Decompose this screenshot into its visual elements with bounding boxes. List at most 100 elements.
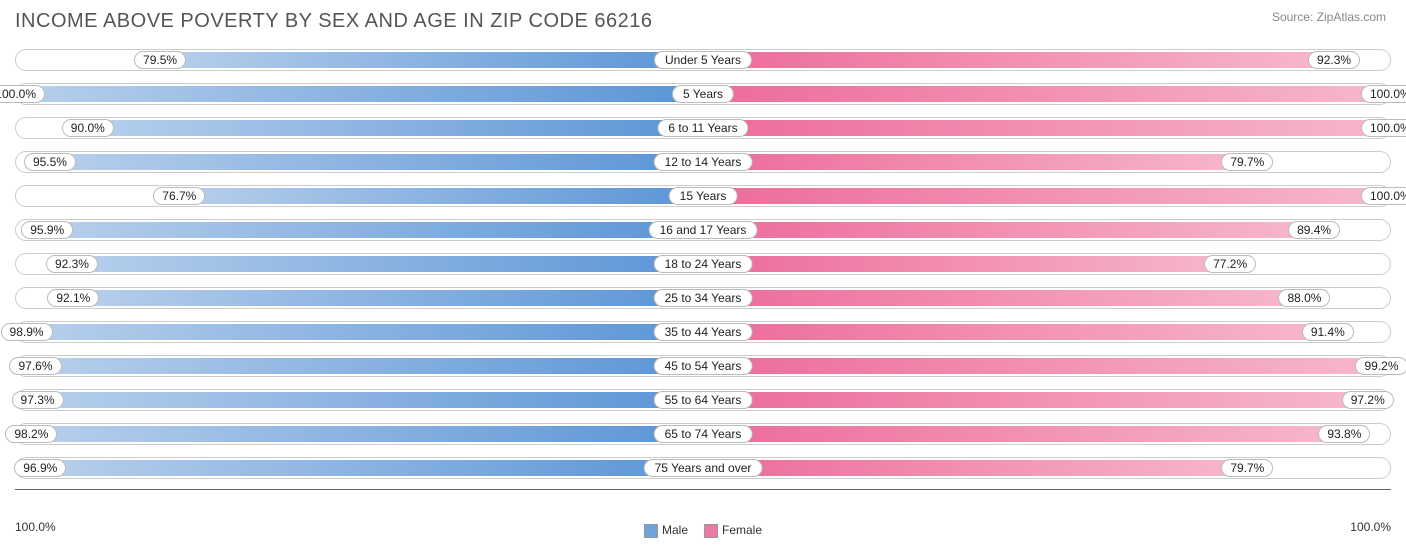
male-half: 96.9% xyxy=(15,453,703,483)
category-label: 6 to 11 Years xyxy=(657,119,748,137)
category-label: 5 Years xyxy=(672,85,734,103)
female-bar xyxy=(703,256,1234,272)
female-value-label: 91.4% xyxy=(1302,323,1354,341)
male-bar xyxy=(68,256,703,272)
male-swatch-icon xyxy=(644,524,658,538)
female-half: 77.2% xyxy=(703,249,1391,279)
chart-title: INCOME ABOVE POVERTY BY SEX AND AGE IN Z… xyxy=(15,10,1391,33)
male-half: 76.7% xyxy=(15,181,703,211)
chart-body: 79.5%92.3%Under 5 Years100.0%100.0%5 Yea… xyxy=(15,45,1391,490)
male-value-label: 90.0% xyxy=(62,119,114,137)
category-label: 35 to 44 Years xyxy=(654,323,753,341)
male-value-label: 79.5% xyxy=(134,51,186,69)
female-half: 100.0% xyxy=(703,79,1391,109)
female-bar xyxy=(703,154,1251,170)
table-row: 97.3% 97.2% 55 to 64 Years xyxy=(15,385,1391,415)
female-half: 89.4% xyxy=(703,215,1391,245)
female-half: 99.2% xyxy=(703,351,1391,381)
male-half: 98.2% xyxy=(15,419,703,449)
table-row: 96.9% 79.7% 75 Years and over xyxy=(15,453,1391,483)
female-value-label: 79.7% xyxy=(1221,459,1273,477)
legend-female: Female xyxy=(704,523,762,538)
female-half: 79.7% xyxy=(703,453,1391,483)
female-half: 79.7% xyxy=(703,147,1391,177)
category-label: 16 and 17 Years xyxy=(649,221,758,239)
female-bar xyxy=(703,358,1385,374)
female-value-label: 77.2% xyxy=(1204,255,1256,273)
table-row: 97.6%99.2%45 to 54 Years xyxy=(15,351,1391,381)
axis-left-label: 100.0% xyxy=(15,520,56,534)
male-half: 95.5% xyxy=(15,147,703,177)
male-value-label: 92.3% xyxy=(46,255,98,273)
male-bar xyxy=(36,460,703,476)
female-half: 92.3% xyxy=(703,45,1391,75)
category-label: 65 to 74 Years xyxy=(654,425,753,443)
female-bar xyxy=(703,460,1251,476)
female-half: 100.0% xyxy=(703,181,1391,211)
table-row: 98.9% 91.4% 35 to 44 Years xyxy=(15,317,1391,347)
table-row: 92.1%88.0%25 to 34 Years xyxy=(15,283,1391,313)
table-row: 79.5% 92.3% Under 5 Years xyxy=(15,45,1391,75)
male-half: 95.9% xyxy=(15,215,703,245)
female-bar xyxy=(703,426,1348,442)
female-bar xyxy=(703,120,1391,136)
male-bar xyxy=(69,290,703,306)
male-value-label: 95.9% xyxy=(21,221,73,239)
female-value-label: 100.0% xyxy=(1361,187,1406,205)
male-value-label: 100.0% xyxy=(0,85,45,103)
chart-container: 79.5%92.3%Under 5 Years100.0%100.0%5 Yea… xyxy=(15,45,1391,516)
female-value-label: 93.8% xyxy=(1318,425,1370,443)
female-value-label: 100.0% xyxy=(1361,119,1406,137)
category-label: 75 Years and over xyxy=(644,459,763,477)
female-half: 91.4% xyxy=(703,317,1391,347)
male-value-label: 96.9% xyxy=(14,459,66,477)
female-bar xyxy=(703,324,1332,340)
male-half: 79.5% xyxy=(15,45,703,75)
category-label: Under 5 Years xyxy=(654,51,752,69)
female-bar xyxy=(703,290,1308,306)
axis-right-label: 100.0% xyxy=(1350,520,1391,534)
male-bar xyxy=(15,86,703,102)
female-half: 88.0% xyxy=(703,283,1391,313)
category-label: 45 to 54 Years xyxy=(654,357,753,375)
male-bar xyxy=(43,222,703,238)
male-half: 100.0% xyxy=(15,79,703,109)
male-value-label: 76.7% xyxy=(153,187,205,205)
category-label: 12 to 14 Years xyxy=(654,153,753,171)
female-bar xyxy=(703,222,1318,238)
male-half: 97.3% xyxy=(15,385,703,415)
female-value-label: 92.3% xyxy=(1308,51,1360,69)
male-bar xyxy=(32,358,703,374)
male-bar xyxy=(23,324,703,340)
legend-female-label: Female xyxy=(722,523,762,537)
female-bar xyxy=(703,392,1372,408)
category-label: 18 to 24 Years xyxy=(654,255,753,273)
female-bar xyxy=(703,52,1338,68)
female-half: 100.0% xyxy=(703,113,1391,143)
female-swatch-icon xyxy=(704,524,718,538)
female-value-label: 99.2% xyxy=(1355,357,1406,375)
table-row: 90.0% 100.0%6 to 11 Years xyxy=(15,113,1391,143)
male-bar xyxy=(156,52,703,68)
male-bar xyxy=(46,154,703,170)
legend: Male Female xyxy=(644,523,762,538)
male-half: 90.0% xyxy=(15,113,703,143)
male-value-label: 97.3% xyxy=(12,391,64,409)
male-value-label: 98.9% xyxy=(1,323,53,341)
source-attribution: Source: ZipAtlas.com xyxy=(1272,10,1386,24)
category-label: 55 to 64 Years xyxy=(654,391,753,409)
male-bar xyxy=(175,188,703,204)
table-row: 100.0%100.0%5 Years xyxy=(15,79,1391,109)
table-row: 95.9% 89.4%16 and 17 Years xyxy=(15,215,1391,245)
female-bar xyxy=(703,86,1391,102)
male-half: 92.3% xyxy=(15,249,703,279)
male-bar xyxy=(27,426,703,442)
category-label: 15 Years xyxy=(669,187,738,205)
female-value-label: 97.2% xyxy=(1342,391,1394,409)
female-value-label: 88.0% xyxy=(1278,289,1330,307)
male-half: 98.9% xyxy=(15,317,703,347)
male-value-label: 98.2% xyxy=(5,425,57,443)
male-bar xyxy=(34,392,703,408)
male-value-label: 97.6% xyxy=(9,357,61,375)
male-half: 97.6% xyxy=(15,351,703,381)
